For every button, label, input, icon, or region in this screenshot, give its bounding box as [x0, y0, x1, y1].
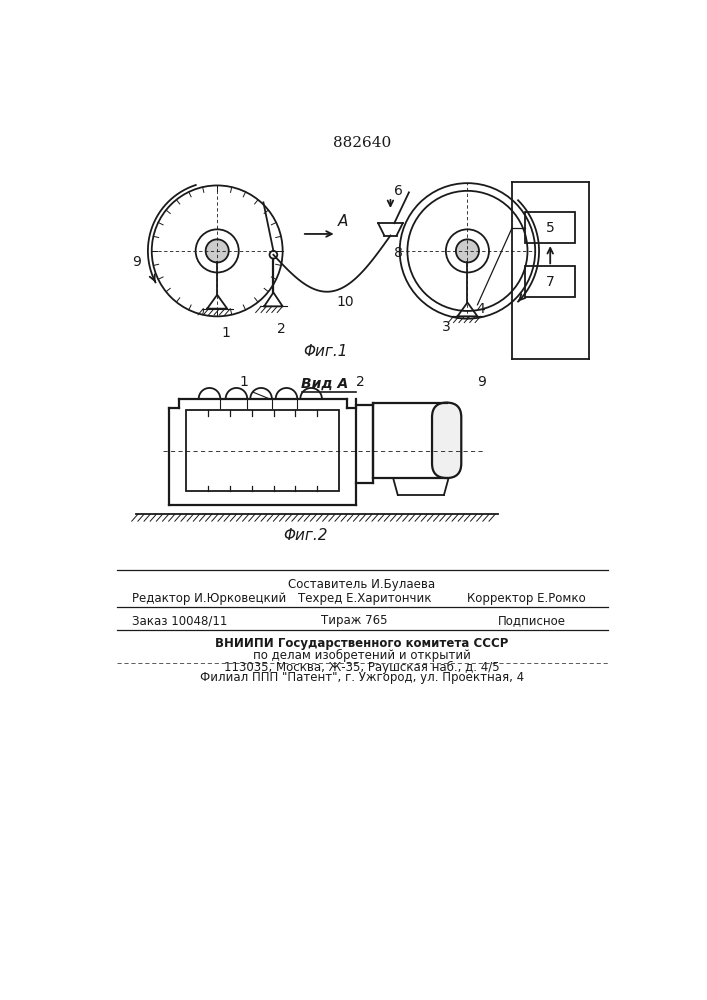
Text: Вид A: Вид A — [301, 377, 349, 391]
Text: 6: 6 — [395, 184, 403, 198]
Text: Подписное: Подписное — [498, 614, 566, 627]
Text: Составитель И.Булаева: Составитель И.Булаева — [288, 578, 436, 591]
FancyBboxPatch shape — [432, 403, 461, 478]
Text: 5: 5 — [546, 221, 554, 235]
Bar — [525, 266, 575, 297]
Text: 8: 8 — [395, 246, 403, 260]
Text: Тираж 765: Тираж 765 — [321, 614, 387, 627]
Text: Φиг.2: Φиг.2 — [284, 528, 328, 543]
Bar — [187, 410, 339, 491]
Text: 4: 4 — [477, 302, 486, 316]
Text: Заказ 10048/11: Заказ 10048/11 — [132, 614, 228, 627]
Text: 1: 1 — [221, 326, 230, 340]
Text: 882640: 882640 — [333, 136, 391, 150]
Text: 9: 9 — [132, 255, 141, 269]
Text: 2: 2 — [277, 322, 286, 336]
Bar — [525, 212, 575, 243]
Text: 2: 2 — [356, 375, 365, 389]
Circle shape — [456, 239, 479, 262]
Text: ВНИИПИ Государственного комитета СССР: ВНИИПИ Государственного комитета СССР — [215, 637, 508, 650]
Text: 113035, Москва, Ж-35, Раушская наб., д. 4/5: 113035, Москва, Ж-35, Раушская наб., д. … — [224, 661, 500, 674]
Text: 7: 7 — [546, 275, 554, 289]
Text: Φиг.1: Φиг.1 — [303, 344, 347, 359]
Text: 3: 3 — [442, 320, 450, 334]
Text: A: A — [338, 214, 349, 229]
Text: Филиал ППП "Патент", г. Ужгород, ул. Проектная, 4: Филиал ППП "Патент", г. Ужгород, ул. Про… — [200, 671, 524, 684]
Text: Корректор Е.Ромко: Корректор Е.Ромко — [467, 592, 586, 605]
Text: Техред Е.Харитончик: Техред Е.Харитончик — [298, 592, 431, 605]
Text: по делам изобретений и открытий: по делам изобретений и открытий — [253, 649, 471, 662]
Text: 1: 1 — [240, 375, 249, 389]
Text: 10: 10 — [337, 295, 354, 309]
Text: Редактор И.Юрковецкий: Редактор И.Юрковецкий — [132, 592, 287, 605]
Circle shape — [206, 239, 229, 262]
Text: 9: 9 — [477, 375, 486, 389]
